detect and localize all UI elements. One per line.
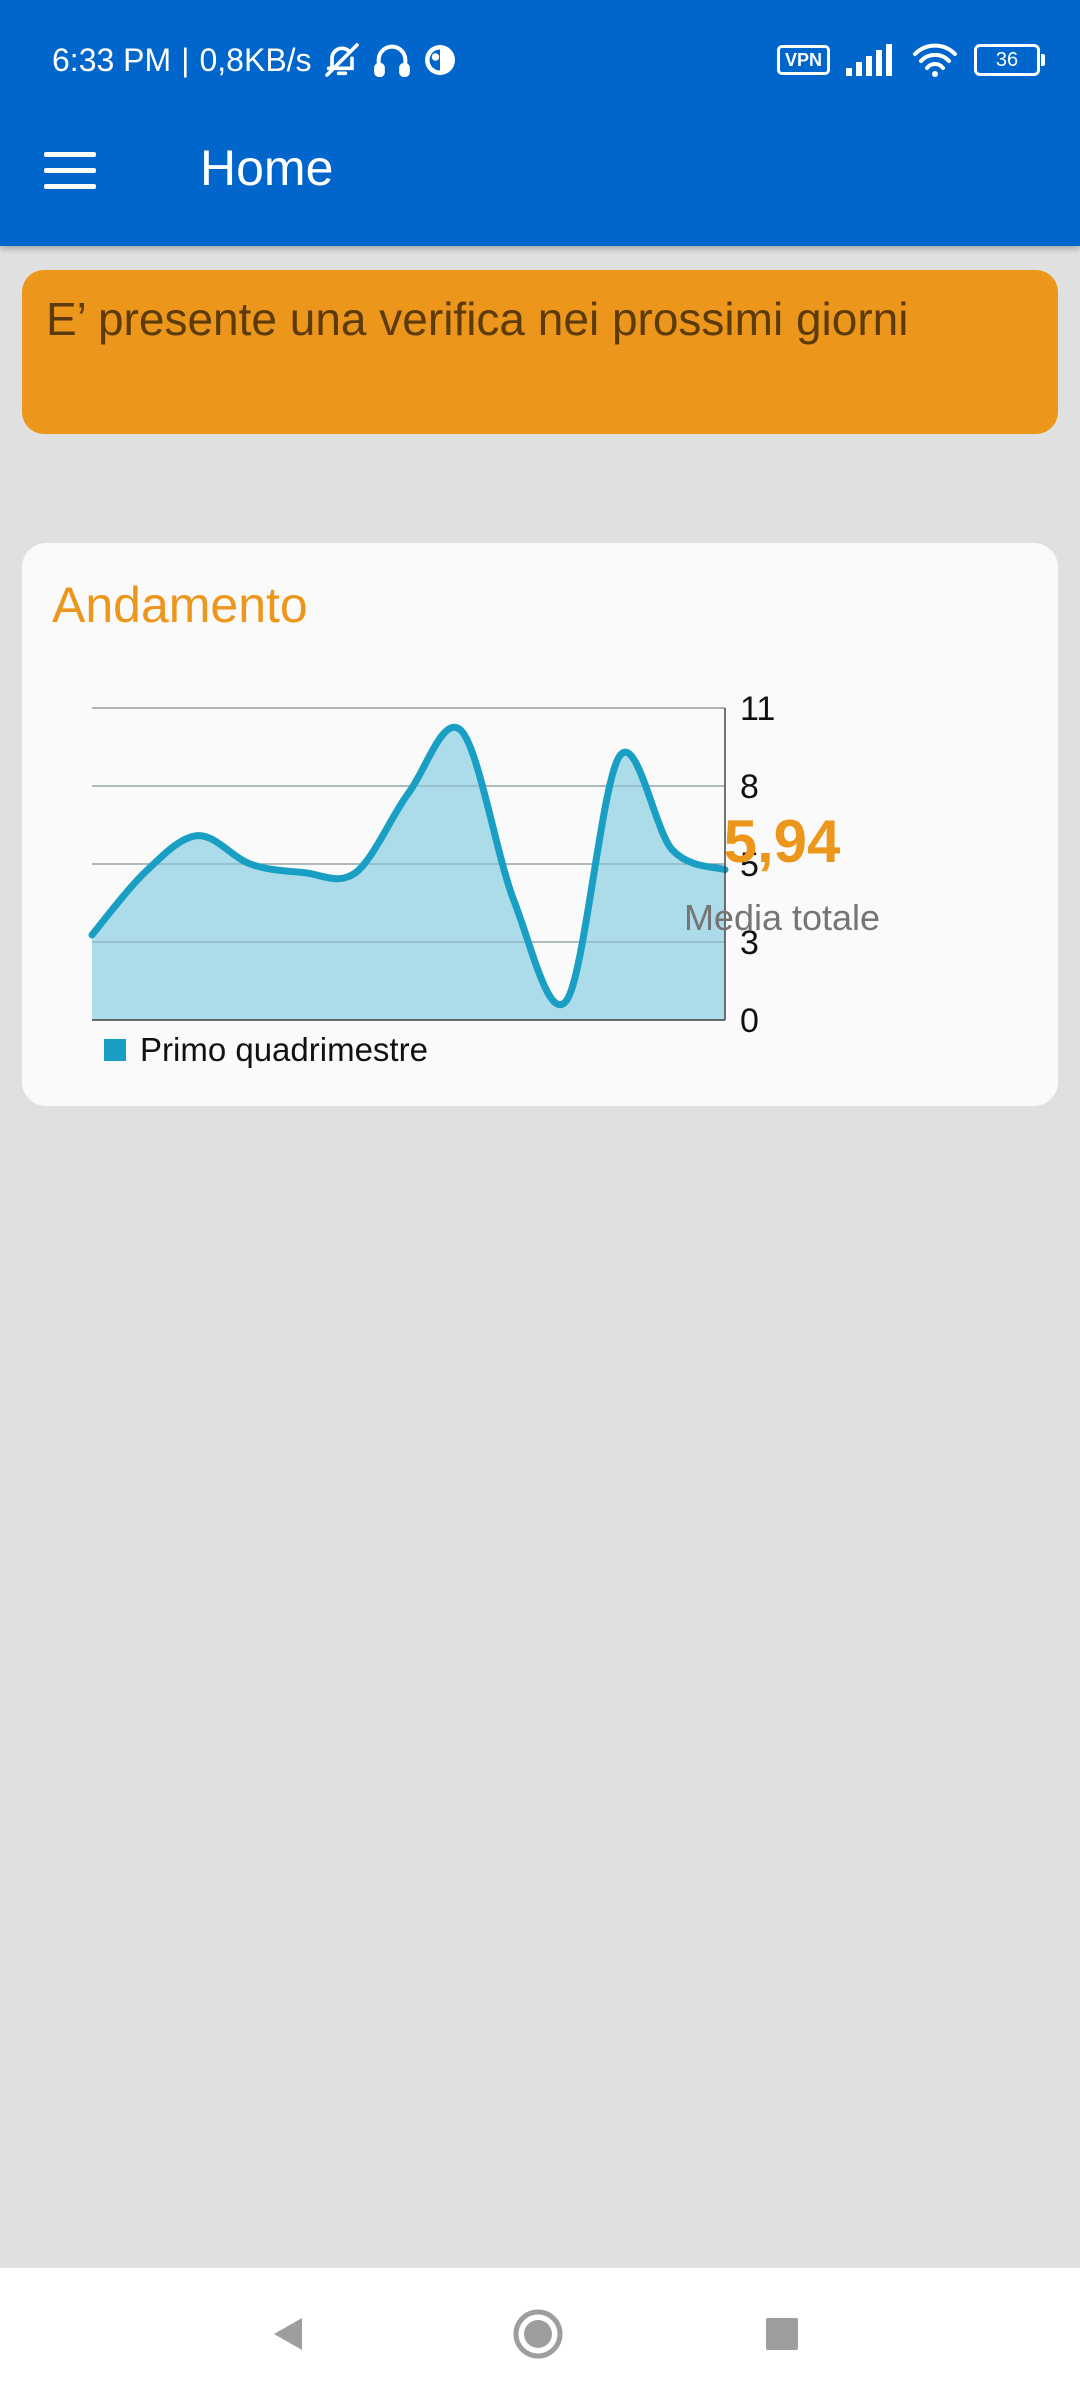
trend-chart: 0 3 5 8 11 — [88, 690, 775, 1040]
app-status-icon — [424, 45, 455, 75]
series-area — [92, 727, 725, 1020]
battery-icon: 36 — [974, 44, 1045, 76]
y-tick-label: 11 — [740, 690, 775, 728]
status-left: 6:33 PM | 0,8KB/s — [52, 38, 458, 82]
y-tick-label: 0 — [740, 1002, 759, 1040]
y-tick-label: 5 — [740, 846, 759, 884]
page-title: Home — [200, 140, 334, 196]
average-label: Media totale — [683, 897, 881, 938]
y-tick-label: 8 — [740, 768, 759, 806]
legend-swatch — [104, 1039, 126, 1061]
hamburger-menu-icon[interactable] — [44, 140, 108, 200]
average-value: 5,94 — [723, 808, 841, 875]
status-bar: 6:33 PM | 0,8KB/s VPN — [0, 0, 1080, 120]
bell-off-icon — [324, 43, 359, 77]
system-nav-bar — [0, 2268, 1080, 2400]
alert-banner[interactable]: E’ presente una verifica nei prossimi gi… — [22, 270, 1058, 434]
status-separator: | — [181, 41, 190, 78]
legend-label: Primo quadrimestre — [140, 1031, 428, 1068]
status-time: 6:33 PM — [52, 41, 172, 78]
alert-banner-text: E’ presente una verifica nei prossimi gi… — [46, 293, 909, 345]
series-line — [88, 724, 729, 1008]
status-right: VPN 36 — [776, 38, 1045, 82]
app-bar: 6:33 PM | 0,8KB/s VPN — [0, 0, 1080, 246]
signal-icon — [846, 44, 892, 76]
home-icon[interactable] — [508, 2304, 568, 2364]
vpn-badge: VPN — [776, 45, 830, 75]
battery-level: 36 — [995, 49, 1019, 71]
status-net-speed: 0,8KB/s — [199, 41, 312, 78]
headset-icon — [373, 44, 410, 77]
card-title: Andamento — [52, 577, 308, 633]
wifi-icon — [913, 43, 957, 77]
y-tick-label: 3 — [740, 924, 759, 962]
back-icon[interactable] — [258, 2304, 318, 2364]
chart-legend: Primo quadrimestre — [104, 1031, 428, 1069]
recents-icon[interactable] — [752, 2304, 812, 2364]
trend-card: Andamento 0 3 5 8 11 5,94 Media totale Primo… — [22, 543, 1058, 1106]
